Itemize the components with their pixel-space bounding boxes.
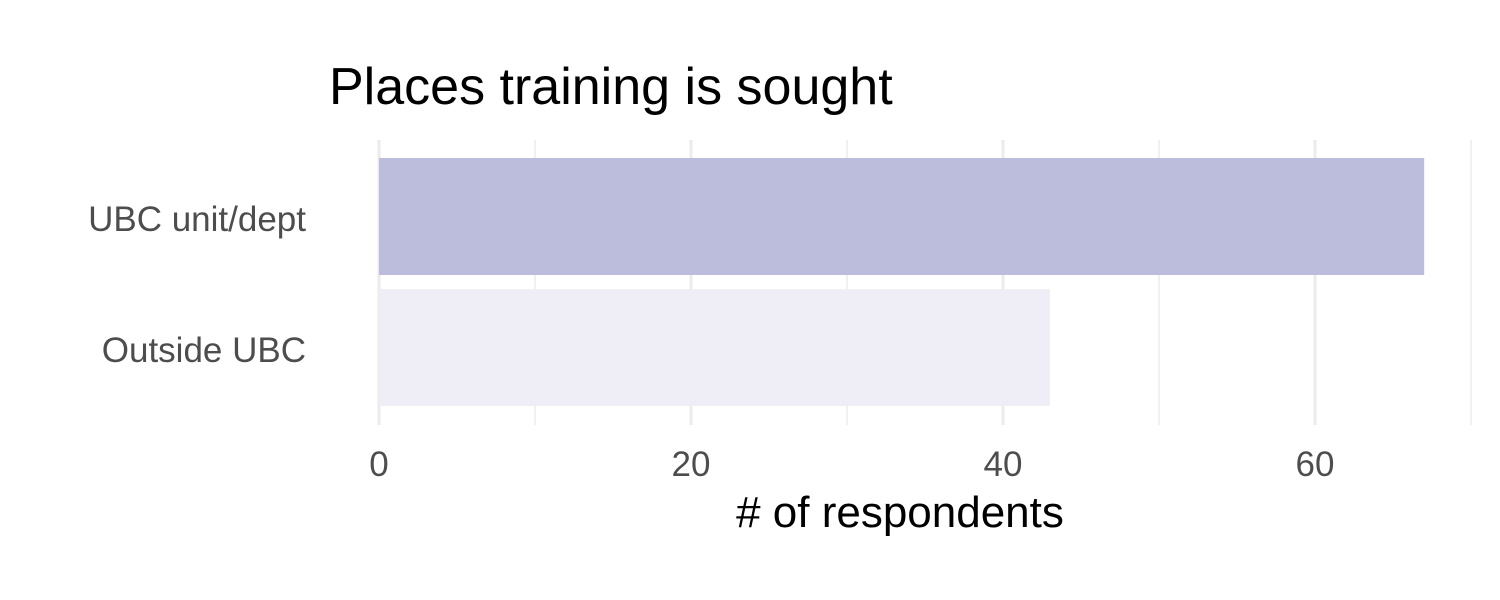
x-tick-label: 60: [1296, 445, 1335, 484]
x-tick-label: 40: [984, 445, 1023, 484]
y-axis-tick-labels: UBC unit/dept Outside UBC: [88, 200, 306, 370]
x-tick-label: 20: [672, 445, 711, 484]
x-axis-tick-labels: 0 20 40 60: [369, 445, 1334, 484]
y-tick-label: Outside UBC: [102, 331, 306, 370]
bar-ubc-unit-dept: [379, 158, 1425, 275]
x-tick-label: 0: [369, 445, 388, 484]
x-axis-label: # of respondents: [736, 488, 1064, 537]
bars: [379, 158, 1425, 406]
chart-title: Places training is sought: [329, 58, 893, 116]
y-tick-label: UBC unit/dept: [88, 200, 306, 239]
bar-outside-ubc: [379, 289, 1050, 406]
